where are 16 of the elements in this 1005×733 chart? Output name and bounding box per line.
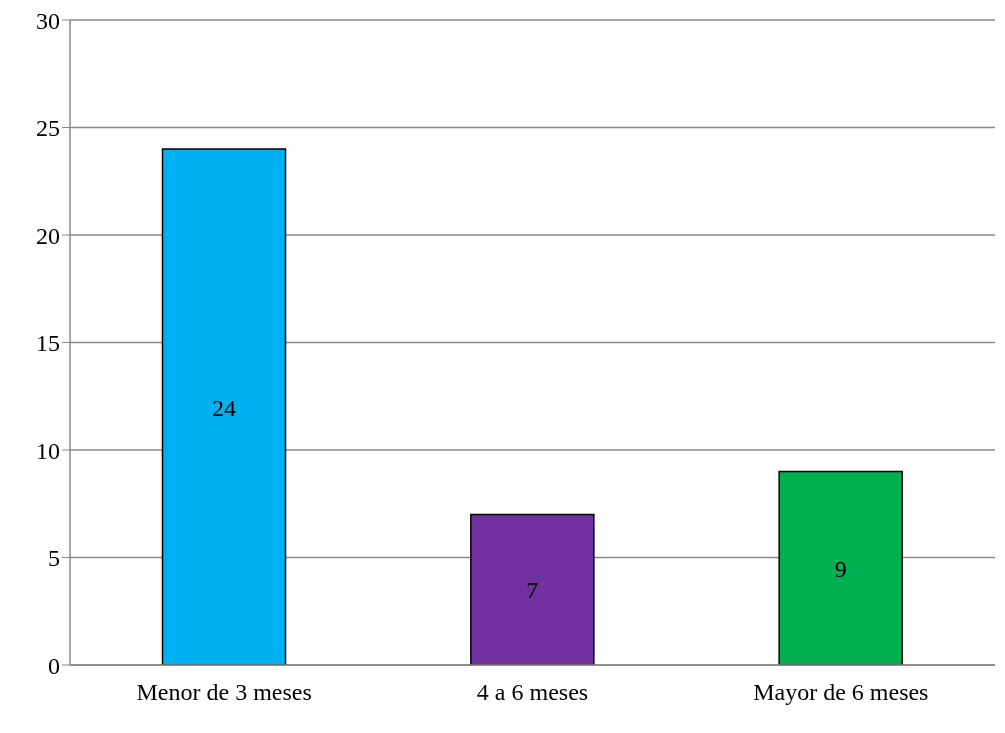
y-tick-label: 15 — [36, 330, 60, 357]
bar — [778, 470, 903, 665]
data-label: 7 — [526, 577, 539, 604]
y-tick-label: 0 — [48, 652, 60, 679]
y-tick-label: 25 — [36, 115, 60, 142]
y-tick-label: 20 — [36, 222, 60, 249]
x-tick-label: 4 a 6 meses — [476, 679, 589, 706]
data-label: 24 — [212, 394, 236, 421]
y-tick-label: 10 — [36, 437, 60, 464]
x-tick-label: Mayor de 6 meses — [753, 679, 929, 706]
bar — [470, 513, 595, 665]
data-label: 9 — [834, 555, 847, 582]
bar — [161, 148, 287, 665]
y-tick-label: 30 — [36, 7, 60, 34]
y-tick-label: 5 — [48, 545, 60, 572]
x-tick-label: Menor de 3 meses — [136, 679, 312, 706]
